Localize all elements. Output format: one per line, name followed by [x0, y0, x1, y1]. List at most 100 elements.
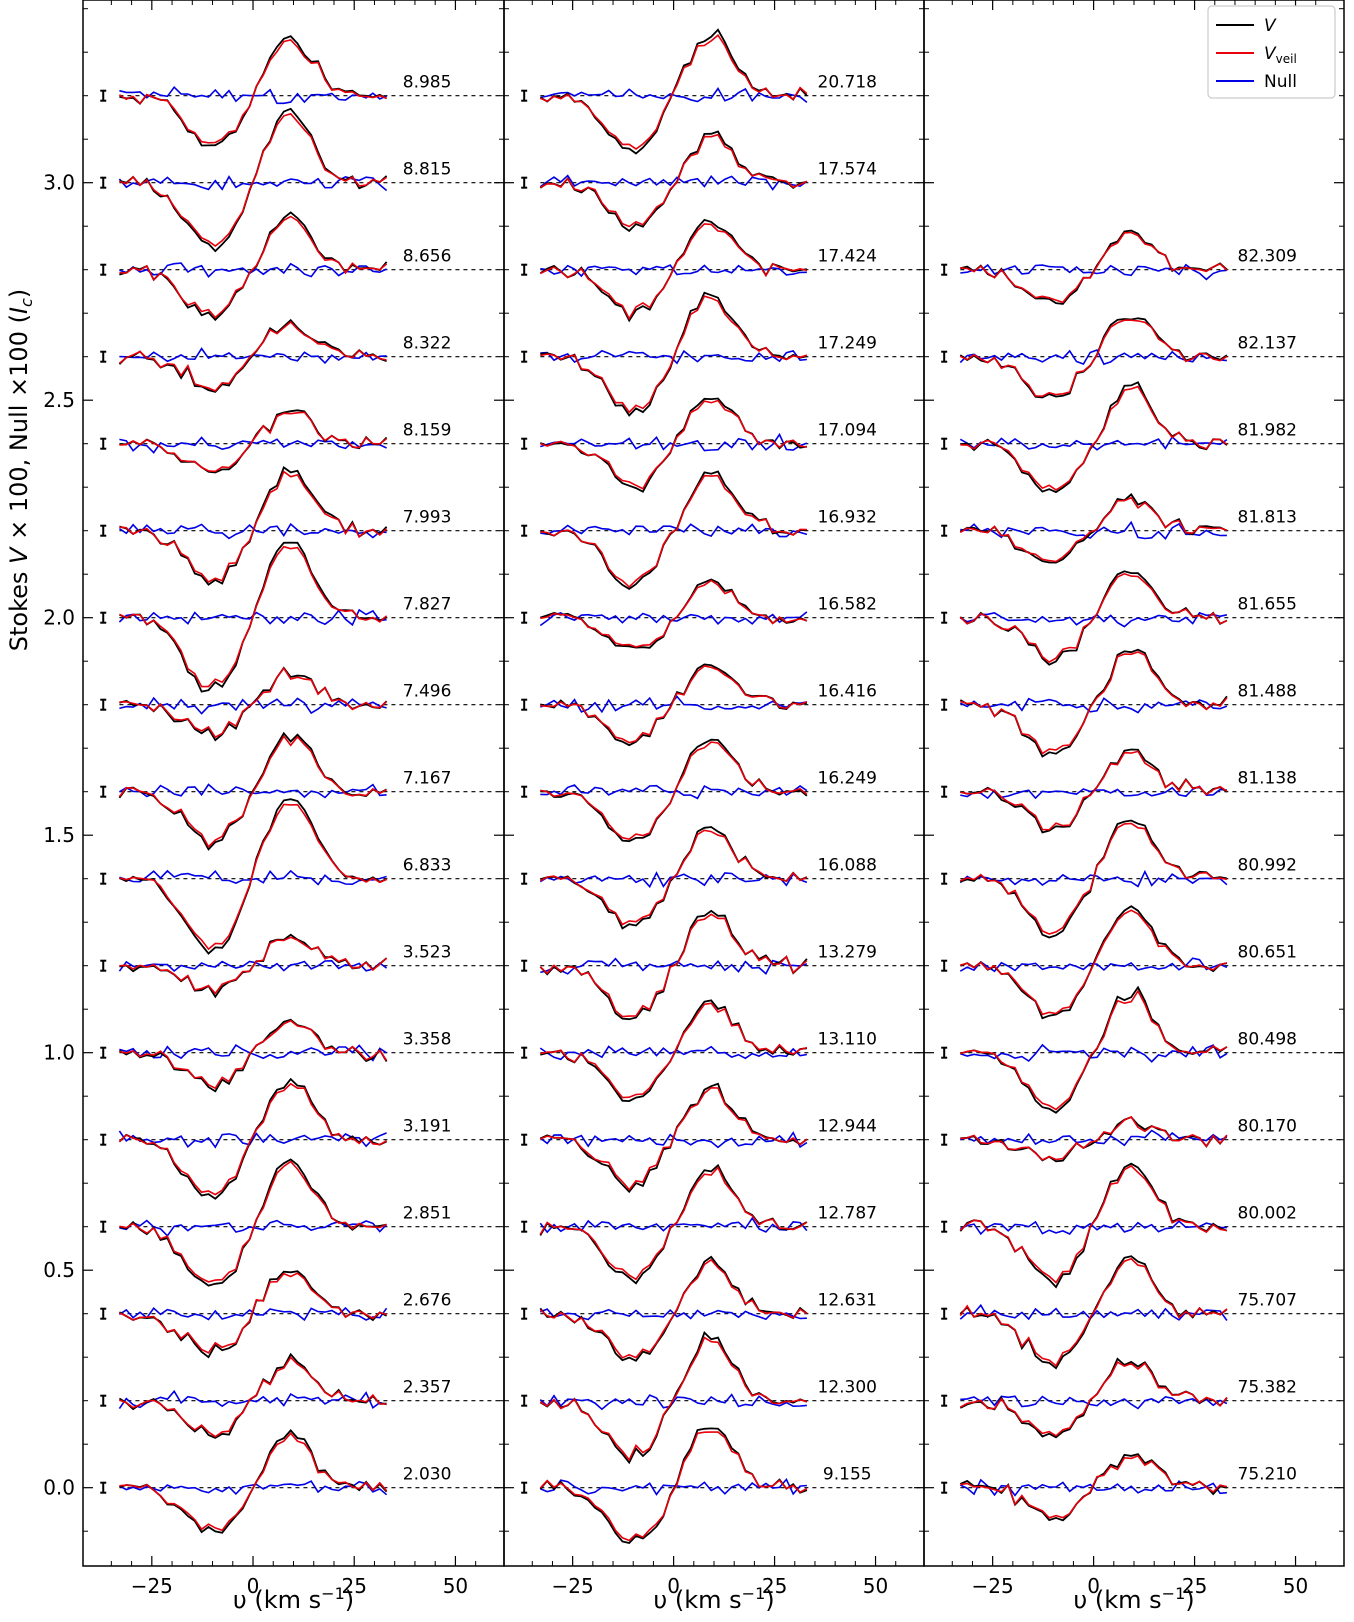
- phase-label: 17.424: [818, 247, 877, 267]
- v-veil-line: [960, 1115, 1228, 1161]
- profile-80.170: 80.170: [941, 1115, 1344, 1163]
- profile-82.137: 82.137: [941, 317, 1344, 399]
- v-veil-line: [540, 295, 808, 414]
- phase-label: 16.582: [818, 595, 877, 615]
- null-line: [960, 1395, 1228, 1410]
- v-veil-line: [540, 399, 808, 490]
- null-line: [119, 1480, 388, 1496]
- profile-81.488: 81.488: [941, 648, 1344, 758]
- profile-75.707: 75.707: [941, 1255, 1344, 1370]
- profile-81.982: 81.982: [941, 381, 1344, 494]
- legend-box: [1207, 5, 1336, 99]
- x-tick-label: 25: [1182, 1574, 1207, 1598]
- phase-label: 2.357: [403, 1378, 452, 1398]
- v-veil-line: [119, 1272, 387, 1354]
- v-veil-line: [539, 223, 808, 321]
- v-veil-line: [119, 1160, 387, 1283]
- null-line: [539, 1045, 808, 1061]
- phase-label: 17.574: [818, 160, 877, 180]
- x-tick-label: 0: [1087, 1574, 1100, 1598]
- v-veil-line: [959, 319, 1228, 398]
- v-veil-line: [539, 1336, 808, 1462]
- null-line: [540, 523, 808, 538]
- stokes-v-line: [959, 905, 1228, 1020]
- v-veil-line: [118, 320, 387, 392]
- stokes-v-line: [539, 1255, 808, 1362]
- null-line: [118, 959, 388, 973]
- phase-label: 2.851: [403, 1204, 452, 1224]
- profile-75.382: 75.382: [941, 1357, 1344, 1439]
- v-veil-line: [959, 1164, 1228, 1284]
- x-tick-label: 25: [341, 1574, 366, 1598]
- v-veil-line: [539, 829, 808, 926]
- y-tick-label: 2.5: [43, 388, 75, 412]
- phase-label: 16.088: [818, 856, 877, 876]
- phase-label: 7.167: [403, 769, 452, 789]
- profile-12.631: 12.631: [521, 1255, 924, 1362]
- profile-2.851: 2.851: [100, 1158, 504, 1287]
- v-veil-line: [539, 1431, 808, 1542]
- phase-label: 3.523: [403, 943, 452, 963]
- v-veil-line: [959, 822, 1228, 935]
- profile-80.498: 80.498: [941, 985, 1344, 1114]
- v-veil-line: [119, 936, 388, 995]
- v-veil-line: [539, 133, 808, 228]
- profile-16.088: 16.088: [521, 826, 924, 930]
- profile-17.574: 17.574: [521, 130, 924, 233]
- stokes-v-line: [540, 999, 808, 1103]
- profile-82.309: 82.309: [941, 229, 1344, 305]
- profile-3.358: 3.358: [100, 1018, 504, 1093]
- phase-label: 8.985: [403, 73, 452, 93]
- phase-label: 17.249: [818, 334, 877, 354]
- null-line: [959, 611, 1228, 628]
- v-veil-line: [539, 1086, 808, 1191]
- x-tick-label: 50: [443, 1574, 468, 1598]
- null-line: [540, 784, 808, 800]
- x-tick-label: −25: [131, 1574, 173, 1598]
- stokes-v-line: [959, 1357, 1228, 1439]
- v-veil-line: [119, 803, 387, 951]
- phase-label: 81.138: [1238, 769, 1297, 789]
- phase-label: 16.249: [818, 769, 877, 789]
- v-veil-line: [959, 572, 1228, 664]
- null-line: [959, 435, 1228, 451]
- phase-label: 16.932: [818, 508, 877, 528]
- phase-label: 81.982: [1238, 421, 1297, 441]
- x-axis-title: υ (km s−1): [653, 1584, 774, 1614]
- profile-81.813: 81.813: [941, 493, 1344, 564]
- phase-label: 12.631: [818, 1291, 877, 1311]
- profile-8.656: 8.656: [100, 211, 504, 322]
- legend-label: V: [1264, 16, 1277, 36]
- phase-label: 2.030: [403, 1465, 452, 1485]
- phase-label: 16.416: [818, 682, 877, 702]
- v-veil-line: [118, 734, 387, 849]
- phase-label: 82.309: [1238, 247, 1297, 267]
- v-veil-line: [539, 913, 808, 1018]
- null-line: [119, 262, 387, 278]
- profile-81.655: 81.655: [941, 570, 1344, 666]
- null-line: [540, 957, 808, 975]
- v-veil-line: [539, 1166, 808, 1281]
- profile-8.159: 8.159: [100, 409, 504, 474]
- x-tick-label: 0: [247, 1574, 260, 1598]
- profile-16.416: 16.416: [521, 663, 924, 747]
- null-line: [539, 871, 808, 889]
- v-veil-line: [119, 545, 388, 688]
- phase-label: 80.498: [1238, 1030, 1297, 1050]
- profile-9.155: 9.155: [521, 1427, 924, 1544]
- panel-1: −25 0 25 50 0.0 0.5 1.0 1.5 2.0 2.5 3.0 2.030 2.357 2…: [43, 0, 505, 1614]
- legend-label: Vveil: [1264, 44, 1297, 66]
- v-veil-line: [119, 411, 388, 473]
- y-tick-label: 0.5: [43, 1258, 75, 1282]
- profile-7.827: 7.827: [100, 541, 504, 693]
- profile-16.582: 16.582: [521, 578, 924, 649]
- v-veil-line: [540, 579, 808, 648]
- v-veil-line: [118, 39, 387, 144]
- v-veil-line: [119, 1356, 387, 1438]
- profile-17.424: 17.424: [521, 218, 924, 323]
- phase-label: 80.002: [1238, 1204, 1297, 1224]
- panel-2: −25 0 25 50 9.155 12.300 12.631 12.787 12.944 13.…: [503, 0, 925, 1614]
- phase-label: 3.191: [403, 1117, 452, 1137]
